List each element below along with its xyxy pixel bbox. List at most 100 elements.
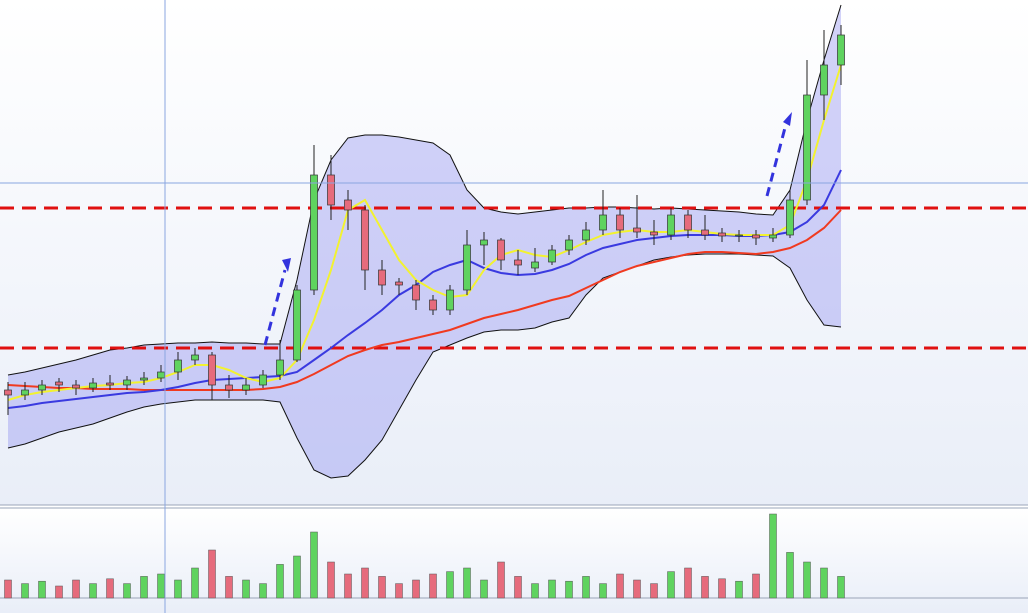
volume-bar <box>225 576 233 599</box>
arrow-head <box>282 258 291 272</box>
volume-bar <box>837 576 845 599</box>
candle-body <box>259 374 267 386</box>
volume-bar <box>38 580 46 599</box>
ma-slow <box>7 209 842 391</box>
volume-bar <box>616 573 624 599</box>
volume-bar <box>446 571 454 599</box>
candle-body <box>752 234 760 239</box>
candle-body <box>123 379 131 386</box>
candle-body <box>701 229 709 236</box>
candle-body <box>803 94 811 201</box>
candle-body <box>157 371 165 379</box>
candle-body <box>4 389 12 396</box>
candle-body <box>582 229 590 241</box>
candle-body <box>140 377 148 381</box>
candle-body <box>361 209 369 271</box>
volume-bar <box>191 567 199 599</box>
candle-body <box>480 239 488 246</box>
candle-body <box>242 384 250 391</box>
candle-body <box>225 384 233 391</box>
volume-bar <box>72 579 80 599</box>
price-pane <box>0 0 1028 505</box>
candle-body <box>548 249 556 263</box>
candle-body <box>735 234 743 237</box>
volume-bar <box>174 579 182 599</box>
volume-bar <box>463 567 471 599</box>
candle-body <box>174 359 182 373</box>
volume-bar <box>4 579 12 599</box>
volume-bar <box>684 567 692 599</box>
volume-bar <box>293 555 301 599</box>
volume-bar <box>395 583 403 599</box>
candle-body <box>89 382 97 389</box>
candle-body <box>106 382 114 386</box>
volume-bar <box>565 580 573 599</box>
volume-bar <box>276 564 284 599</box>
volume-bar <box>429 573 437 599</box>
volume-bar <box>344 573 352 599</box>
candle-body <box>667 214 675 236</box>
volume-bar <box>650 583 658 599</box>
arrows <box>263 123 788 346</box>
candle-body <box>769 234 777 239</box>
volume-bar <box>599 583 607 599</box>
volume-bar <box>633 579 641 599</box>
volume-bar <box>21 583 29 599</box>
volume-bar <box>310 531 318 599</box>
volume-bar <box>106 578 114 599</box>
candle-body <box>395 281 403 286</box>
volume-bar <box>786 552 794 599</box>
candle-body <box>531 261 539 269</box>
volume-bar <box>361 567 369 599</box>
candle-body <box>276 359 284 376</box>
arrow-head <box>783 112 792 126</box>
volume-bar <box>701 576 709 599</box>
candle-body <box>650 231 658 236</box>
candle-body <box>310 174 318 291</box>
candle-body <box>412 284 420 301</box>
candle-body <box>429 299 437 311</box>
candle-body <box>446 289 454 311</box>
volume-bar <box>140 576 148 599</box>
volume-bar <box>89 583 97 599</box>
candle-body <box>820 64 828 96</box>
volume-bar <box>242 579 250 599</box>
volume-bar <box>412 579 420 599</box>
candle-body <box>633 227 641 233</box>
volume-bar <box>259 583 267 599</box>
candle-body <box>718 232 726 237</box>
candle-body <box>463 244 471 291</box>
volume-bar <box>735 580 743 599</box>
volume-bar <box>123 583 131 599</box>
candle-body <box>21 389 29 396</box>
volume-bar <box>803 561 811 599</box>
candle-body <box>837 34 845 66</box>
candle-body <box>55 381 63 386</box>
lower-band <box>7 253 842 479</box>
volume-bar <box>531 583 539 599</box>
volume-bar <box>718 578 726 599</box>
candle-body <box>293 289 301 361</box>
volume-bar <box>752 573 760 599</box>
volume-bar <box>327 561 335 599</box>
volume-bar <box>769 513 777 599</box>
volume-bar <box>157 573 165 599</box>
candle-body <box>191 354 199 361</box>
volume-bar <box>497 561 505 599</box>
volume-pane <box>0 508 1028 613</box>
volume-bar <box>480 579 488 599</box>
arrow <box>765 123 788 197</box>
candle-body <box>514 259 522 266</box>
plot <box>0 4 1028 599</box>
candle-body <box>344 199 352 211</box>
bollinger-band <box>8 5 841 478</box>
candle-body <box>684 214 692 231</box>
volume-bar <box>378 576 386 599</box>
candle-body <box>327 174 335 206</box>
candle-body <box>599 214 607 231</box>
volume-bar <box>548 579 556 599</box>
candle-body <box>565 239 573 251</box>
upper-band <box>7 4 842 376</box>
candle-body <box>497 239 505 261</box>
